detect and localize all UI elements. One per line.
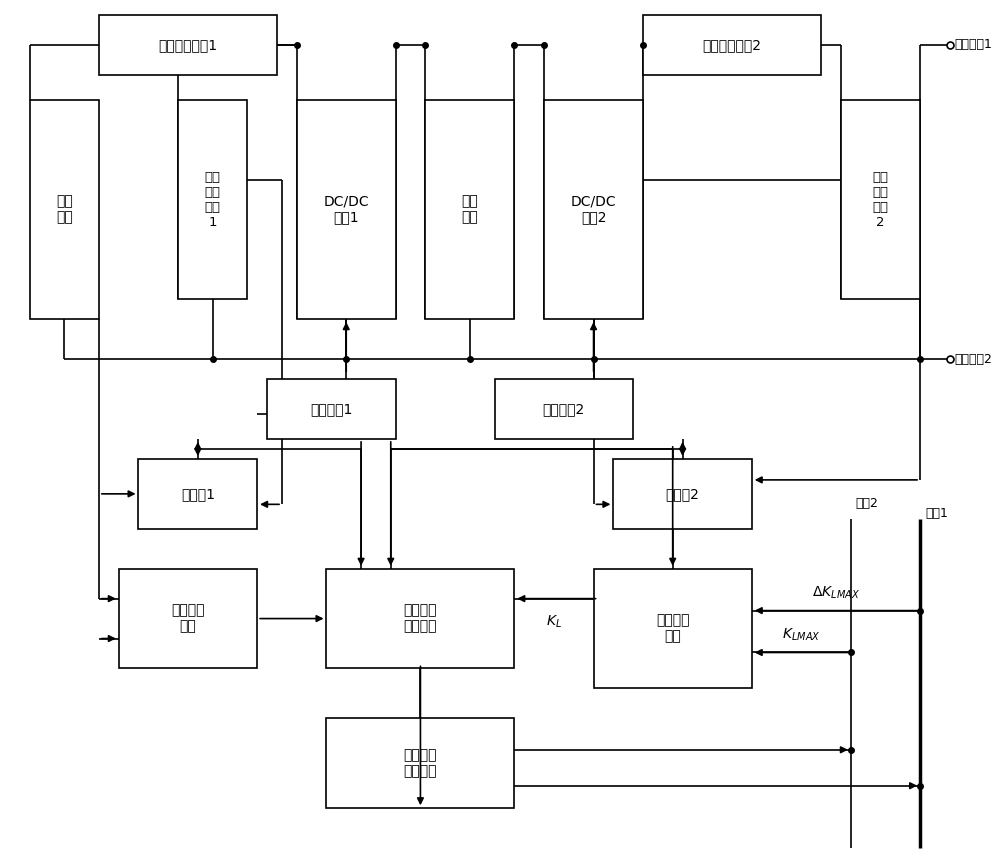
Text: DC/DC
电路1: DC/DC 电路1: [323, 194, 369, 225]
Text: 输出端子1: 输出端子1: [955, 38, 993, 51]
Bar: [99, 15, 277, 75]
Text: 电流检测电路1: 电流检测电路1: [158, 38, 218, 52]
Text: 电压
检测
电路
2: 电压 检测 电路 2: [872, 170, 888, 228]
Text: 控制器2: 控制器2: [666, 487, 700, 501]
Text: $\Delta$$K$$_\mathregular{LMAX}$: $\Delta$$K$$_\mathregular{LMAX}$: [812, 584, 860, 601]
Text: 电流检测电路2: 电流检测电路2: [703, 38, 762, 52]
Text: 母线2: 母线2: [856, 497, 879, 510]
Text: DC/DC
电路2: DC/DC 电路2: [571, 194, 616, 225]
Bar: [643, 15, 821, 75]
Text: $K$$_\mathregular{LMAX}$: $K$$_\mathregular{LMAX}$: [782, 626, 821, 642]
Text: 驱动电路1: 驱动电路1: [310, 402, 353, 416]
Text: 负荷分配
电路: 负荷分配 电路: [656, 614, 689, 644]
Bar: [594, 569, 752, 688]
Bar: [495, 379, 633, 439]
Bar: [326, 719, 514, 808]
Bar: [841, 100, 920, 299]
Bar: [138, 459, 257, 529]
Text: 驱动电路2: 驱动电路2: [543, 402, 585, 416]
Bar: [30, 100, 99, 319]
Text: 电压
检测
电路
1: 电压 检测 电路 1: [205, 170, 221, 228]
Text: 控制器1: 控制器1: [181, 487, 215, 501]
Text: 母线信号
生成电路: 母线信号 生成电路: [404, 748, 437, 779]
Bar: [425, 100, 514, 319]
Text: $K$$_\mathregular{L}$: $K$$_\mathregular{L}$: [546, 614, 562, 630]
Text: 功率生成
电路: 功率生成 电路: [171, 603, 205, 634]
Text: 输出端子2: 输出端子2: [955, 352, 993, 365]
Text: 储能
装置: 储能 装置: [462, 194, 478, 225]
Bar: [119, 569, 257, 668]
Bar: [178, 100, 247, 299]
Bar: [326, 569, 514, 668]
Text: 母线1: 母线1: [925, 507, 948, 520]
Bar: [297, 100, 396, 319]
Bar: [544, 100, 643, 319]
Bar: [267, 379, 396, 439]
Text: 分配信号
生成电路: 分配信号 生成电路: [404, 603, 437, 634]
Text: 光伏
电池: 光伏 电池: [56, 194, 73, 225]
Bar: [613, 459, 752, 529]
